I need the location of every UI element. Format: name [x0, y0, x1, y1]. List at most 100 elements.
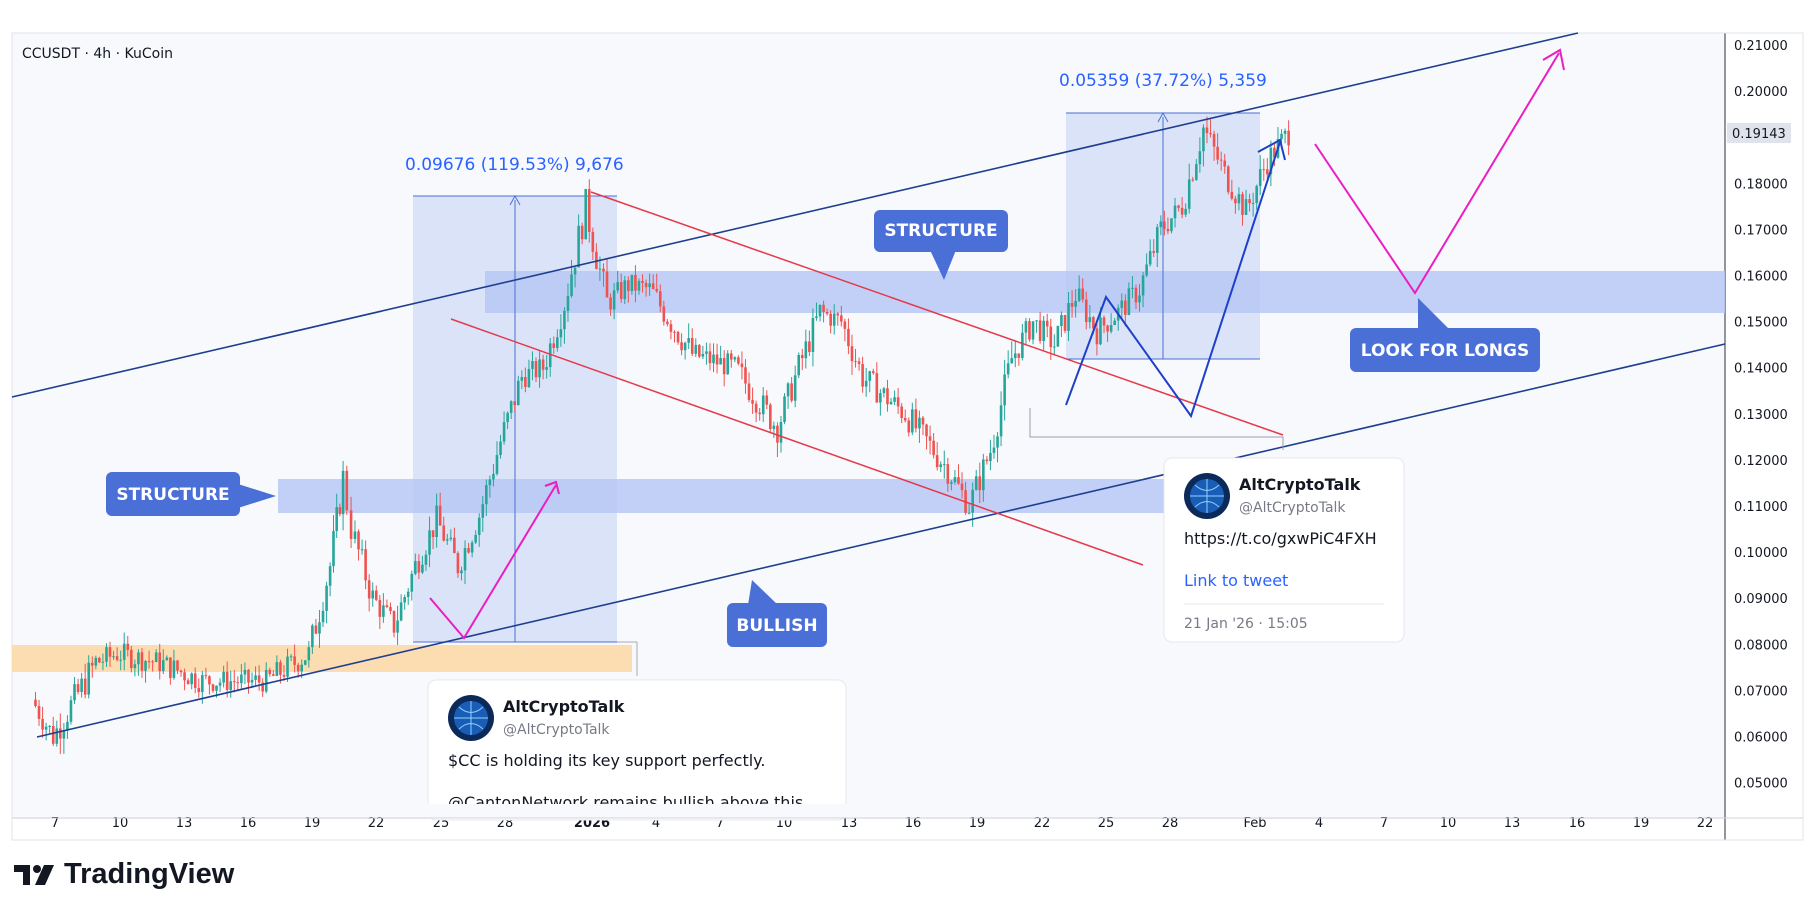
candle-body — [573, 267, 577, 275]
candle-body — [130, 649, 133, 669]
candle-body — [445, 539, 449, 541]
candle-body — [541, 359, 545, 370]
price-tick-label: 0.11000 — [1734, 500, 1788, 515]
candle-body — [1031, 321, 1035, 340]
candle-body — [1212, 133, 1216, 147]
tweet-card-1[interactable]: AltCryptoTalk @AltCryptoTalk $CC is hold… — [427, 679, 847, 821]
candle-body — [115, 656, 119, 660]
candle-body — [1099, 317, 1102, 345]
candle-body — [634, 274, 637, 291]
tradingview-logo[interactable]: TradingView — [14, 858, 234, 891]
candle-body — [225, 671, 229, 690]
candle-body — [435, 505, 438, 538]
candle-body — [1155, 227, 1159, 253]
candle-body — [666, 321, 669, 325]
callout-look-for-longs[interactable]: LOOK FOR LONGS — [1350, 298, 1540, 372]
callout-look-for-longs-box — [1350, 328, 1540, 372]
time-tick-label: 19 — [304, 816, 321, 831]
tweet-card-2[interactable]: AltCryptoTalk @AltCryptoTalk https://t.c… — [1163, 457, 1405, 643]
candle-body — [641, 280, 644, 283]
callout-structure-left[interactable]: STRUCTURE — [106, 472, 276, 516]
current-price-tag[interactable]: 0.19143 — [1727, 123, 1791, 143]
callout-structure-top-pointer — [930, 250, 956, 280]
candle-body — [151, 661, 154, 663]
candle-body — [1230, 191, 1234, 199]
candle-body — [275, 662, 279, 676]
candle-body — [1074, 300, 1077, 307]
candle-body — [172, 660, 176, 678]
candle-body — [644, 282, 648, 288]
time-tick-label: 16 — [1569, 816, 1586, 831]
candle-body — [864, 380, 868, 387]
candle-body — [1269, 147, 1273, 175]
candle-body — [950, 482, 953, 484]
candle-body — [850, 346, 854, 362]
candle-body — [1195, 164, 1198, 180]
candle-body — [367, 580, 371, 599]
candle-body — [1248, 199, 1251, 204]
candle-body — [165, 657, 169, 661]
candle-body — [179, 670, 183, 673]
candle-body — [509, 401, 513, 413]
candle-body — [1127, 288, 1131, 315]
price-axis-area[interactable] — [1725, 33, 1803, 819]
candle-body — [751, 399, 754, 404]
candle-body — [609, 297, 612, 310]
candle-body — [48, 726, 51, 728]
candle-body — [967, 512, 971, 514]
candle-body — [935, 455, 939, 468]
candle-body — [556, 337, 559, 349]
candle-body — [1113, 320, 1116, 326]
channel-upper-line — [11, 32, 1579, 398]
candle-body — [1266, 169, 1269, 175]
candle-body — [598, 268, 602, 270]
candle-body — [765, 395, 769, 405]
time-tick-label: 13 — [841, 816, 858, 831]
candle-body — [804, 341, 808, 359]
candle-body — [907, 420, 911, 433]
callout-structure-top[interactable]: STRUCTURE — [874, 210, 1008, 280]
candle-body — [1063, 315, 1067, 331]
candle-body — [761, 395, 765, 415]
candle-body — [719, 358, 722, 365]
candle-body — [740, 363, 744, 368]
plot-area[interactable] — [12, 33, 1725, 819]
candle-body — [587, 189, 591, 232]
candle-body — [463, 548, 467, 571]
price-tick-label: 0.07000 — [1734, 684, 1788, 699]
red-trendline-lower — [450, 318, 1144, 566]
candle-body — [293, 656, 296, 665]
price-tick-label: 0.05000 — [1734, 777, 1788, 792]
candle-body — [318, 622, 321, 634]
current-price-label: 0.19143 — [1732, 127, 1786, 142]
candle-body — [733, 357, 737, 360]
candle-body — [428, 530, 431, 555]
candle-body — [1244, 199, 1248, 215]
price-tick-label: 0.08000 — [1734, 638, 1788, 653]
candle-body — [1120, 300, 1124, 308]
candle-body — [854, 361, 857, 363]
candle-body — [264, 669, 268, 692]
candle-body — [44, 726, 48, 730]
candle-body — [492, 473, 495, 480]
time-tick-label: 22 — [1697, 816, 1714, 831]
callout-bullish[interactable]: BULLISH — [727, 580, 827, 647]
candle-body — [1021, 332, 1024, 358]
candle-body — [232, 681, 236, 683]
candle-body — [371, 590, 375, 599]
candle-body — [843, 321, 847, 329]
tweet-author-handle: @AltCryptoTalk — [503, 722, 610, 738]
candle-body — [1191, 179, 1195, 181]
candle-body — [399, 602, 403, 621]
callout-structure-left-label: STRUCTURE — [116, 485, 229, 505]
tweet-link[interactable]: Link to tweet — [1184, 571, 1288, 590]
candle-body — [769, 404, 772, 430]
tweet-url[interactable]: https://t.co/gxwPiC4FXH — [1184, 529, 1377, 548]
price-axis-labels: 0.210000.200000.190000.180000.170000.160… — [1734, 39, 1788, 792]
candle-body — [694, 344, 698, 354]
candle-body — [1255, 186, 1258, 204]
candle-body — [101, 661, 105, 663]
candle-body — [779, 421, 783, 443]
